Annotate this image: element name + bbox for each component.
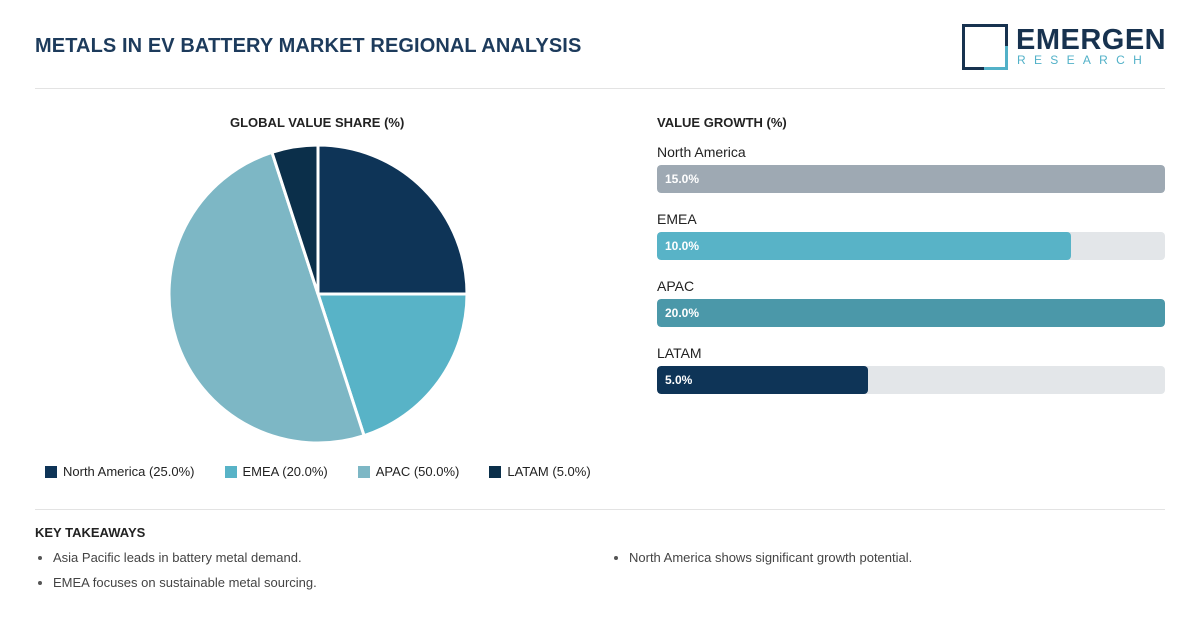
pie-slice-north-america — [316, 144, 468, 296]
brand-logo: EMERGEN RESEARCH — [962, 24, 1166, 72]
logo-wordmark: EMERGEN — [1016, 24, 1167, 56]
bar-value-north-america: 15.0% — [665, 172, 700, 186]
pie-slice-apac — [168, 150, 366, 444]
takeaways-list-left: Asia Pacific leads in battery metal dema… — [35, 550, 317, 600]
legend-label-latam: LATAM (5.0%) — [507, 464, 591, 479]
header-divider — [35, 88, 1165, 89]
legend-item-latam: LATAM (5.0%) — [489, 464, 591, 479]
legend-item-emea: EMEA (20.0%) — [224, 464, 328, 479]
takeaways-title: KEY TAKEAWAYS — [35, 525, 146, 540]
legend-swatch-apac — [357, 465, 370, 478]
page-title: METALS IN EV BATTERY MARKET REGIONAL ANA… — [35, 35, 582, 57]
bar-row-emea: EMEA 10.0% — [657, 210, 1165, 277]
bar-value-emea: 10.0% — [665, 239, 700, 253]
pie-chart-title: GLOBAL VALUE SHARE (%) — [230, 115, 405, 130]
bar-row-apac: APAC 20.0% — [657, 277, 1165, 344]
bar-latam: 5.0% — [657, 366, 868, 394]
legend-swatch-emea — [224, 465, 237, 478]
bar-label-north-america: North America — [657, 144, 746, 160]
bar-track-north-america: 15.0% — [657, 165, 1165, 193]
logo-subtitle: RESEARCH — [1017, 53, 1151, 67]
bar-chart-title: VALUE GROWTH (%) — [657, 115, 787, 130]
legend-swatch-north-america — [45, 465, 57, 478]
growth-bar-chart: North America 15.0% EMEA 10.0% APAC 20.0… — [657, 143, 1165, 411]
bar-value-apac: 20.0% — [665, 306, 700, 320]
bar-label-emea: EMEA — [657, 211, 697, 227]
bar-track-apac: 20.0% — [657, 299, 1165, 327]
pie-slice-latam — [270, 144, 320, 296]
legend-label-north-america: North America (25.0%) — [63, 464, 195, 479]
takeaway-item: North America shows significant growth p… — [611, 550, 912, 575]
section-divider — [35, 509, 1165, 510]
logo-mark-icon — [962, 24, 1008, 70]
bar-row-latam: LATAM 5.0% — [657, 344, 1165, 411]
takeaway-item: EMEA focuses on sustainable metal sourci… — [35, 575, 317, 600]
pie-chart — [168, 144, 468, 444]
pie-slice-emea — [316, 292, 468, 438]
bar-value-latam: 5.0% — [665, 373, 693, 387]
bar-row-north-america: North America 15.0% — [657, 143, 1165, 210]
pie-legend: North America (25.0%) EMEA (20.0%) APAC … — [45, 464, 621, 479]
bar-north-america: 15.0% — [657, 165, 1165, 193]
bar-label-latam: LATAM — [657, 345, 702, 361]
legend-label-emea: EMEA (20.0%) — [242, 464, 328, 479]
bar-apac: 20.0% — [657, 299, 1165, 327]
bar-track-emea: 10.0% — [657, 232, 1165, 260]
legend-label-apac: APAC (50.0%) — [375, 464, 460, 479]
takeaway-item: Asia Pacific leads in battery metal dema… — [35, 550, 317, 575]
bar-track-latam: 5.0% — [657, 366, 1165, 394]
legend-item-north-america: North America (25.0%) — [45, 464, 195, 479]
takeaways-list-right: North America shows significant growth p… — [611, 550, 912, 575]
legend-item-apac: APAC (50.0%) — [357, 464, 460, 479]
bar-label-apac: APAC — [657, 278, 695, 294]
legend-swatch-latam — [489, 465, 502, 478]
bar-emea: 10.0% — [657, 232, 1072, 260]
